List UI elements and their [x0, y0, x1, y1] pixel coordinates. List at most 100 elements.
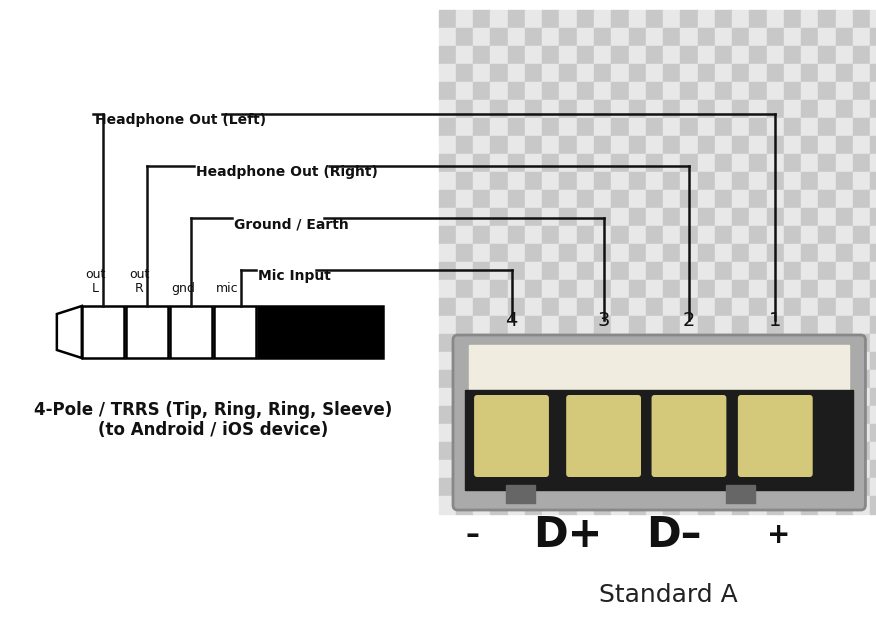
- Bar: [870, 118, 876, 136]
- Text: 3: 3: [597, 311, 610, 330]
- Bar: [542, 262, 560, 280]
- Text: D+: D+: [533, 514, 603, 556]
- Bar: [646, 46, 663, 64]
- Bar: [560, 154, 576, 172]
- Bar: [594, 298, 611, 316]
- Bar: [646, 172, 663, 190]
- Bar: [836, 280, 853, 298]
- Bar: [766, 118, 784, 136]
- Bar: [611, 64, 628, 82]
- Bar: [473, 100, 491, 118]
- Bar: [802, 136, 818, 154]
- Bar: [525, 226, 542, 244]
- Bar: [525, 100, 542, 118]
- Bar: [560, 478, 576, 496]
- Bar: [663, 280, 681, 298]
- Bar: [456, 208, 473, 226]
- Bar: [749, 10, 766, 28]
- Bar: [456, 190, 473, 208]
- Bar: [836, 424, 853, 442]
- Bar: [818, 118, 836, 136]
- Bar: [749, 442, 766, 460]
- Bar: [560, 280, 576, 298]
- Bar: [732, 64, 749, 82]
- Bar: [473, 442, 491, 460]
- Bar: [508, 190, 525, 208]
- Bar: [715, 208, 732, 226]
- Bar: [818, 370, 836, 388]
- Bar: [732, 10, 749, 28]
- Bar: [525, 352, 542, 370]
- Bar: [853, 100, 870, 118]
- Bar: [802, 262, 818, 280]
- Bar: [214, 306, 257, 358]
- Bar: [784, 280, 802, 298]
- Bar: [681, 334, 697, 352]
- Bar: [525, 190, 542, 208]
- Bar: [697, 352, 715, 370]
- Bar: [732, 190, 749, 208]
- Bar: [628, 226, 646, 244]
- Bar: [473, 10, 491, 28]
- Bar: [525, 316, 542, 334]
- Bar: [576, 190, 594, 208]
- Bar: [456, 460, 473, 478]
- Bar: [697, 406, 715, 424]
- Bar: [491, 10, 508, 28]
- Bar: [663, 334, 681, 352]
- Bar: [646, 262, 663, 280]
- Bar: [576, 82, 594, 100]
- Bar: [836, 460, 853, 478]
- Bar: [663, 496, 681, 514]
- Bar: [508, 226, 525, 244]
- Bar: [802, 388, 818, 406]
- Bar: [784, 406, 802, 424]
- Text: –: –: [465, 521, 479, 549]
- Bar: [836, 208, 853, 226]
- Bar: [611, 316, 628, 334]
- Bar: [663, 478, 681, 496]
- Bar: [732, 406, 749, 424]
- Bar: [560, 190, 576, 208]
- Bar: [715, 316, 732, 334]
- Bar: [525, 388, 542, 406]
- Bar: [594, 442, 611, 460]
- Bar: [576, 118, 594, 136]
- Bar: [473, 352, 491, 370]
- Bar: [732, 208, 749, 226]
- Bar: [525, 46, 542, 64]
- Bar: [836, 190, 853, 208]
- Bar: [491, 82, 508, 100]
- Bar: [491, 28, 508, 46]
- Bar: [766, 226, 784, 244]
- Bar: [628, 172, 646, 190]
- Bar: [697, 496, 715, 514]
- Bar: [628, 82, 646, 100]
- Bar: [594, 226, 611, 244]
- Bar: [628, 28, 646, 46]
- Bar: [525, 172, 542, 190]
- Bar: [439, 478, 456, 496]
- Bar: [870, 460, 876, 478]
- Bar: [784, 370, 802, 388]
- Bar: [836, 100, 853, 118]
- Text: +: +: [767, 521, 791, 549]
- Bar: [732, 154, 749, 172]
- Bar: [560, 334, 576, 352]
- Bar: [456, 244, 473, 262]
- Bar: [646, 64, 663, 82]
- Bar: [697, 208, 715, 226]
- Bar: [766, 496, 784, 514]
- Bar: [542, 298, 560, 316]
- Bar: [681, 280, 697, 298]
- Bar: [525, 334, 542, 352]
- Bar: [594, 334, 611, 352]
- Bar: [749, 190, 766, 208]
- Bar: [508, 298, 525, 316]
- Bar: [560, 136, 576, 154]
- Bar: [802, 208, 818, 226]
- Bar: [576, 154, 594, 172]
- Bar: [594, 100, 611, 118]
- Bar: [836, 226, 853, 244]
- Bar: [732, 82, 749, 100]
